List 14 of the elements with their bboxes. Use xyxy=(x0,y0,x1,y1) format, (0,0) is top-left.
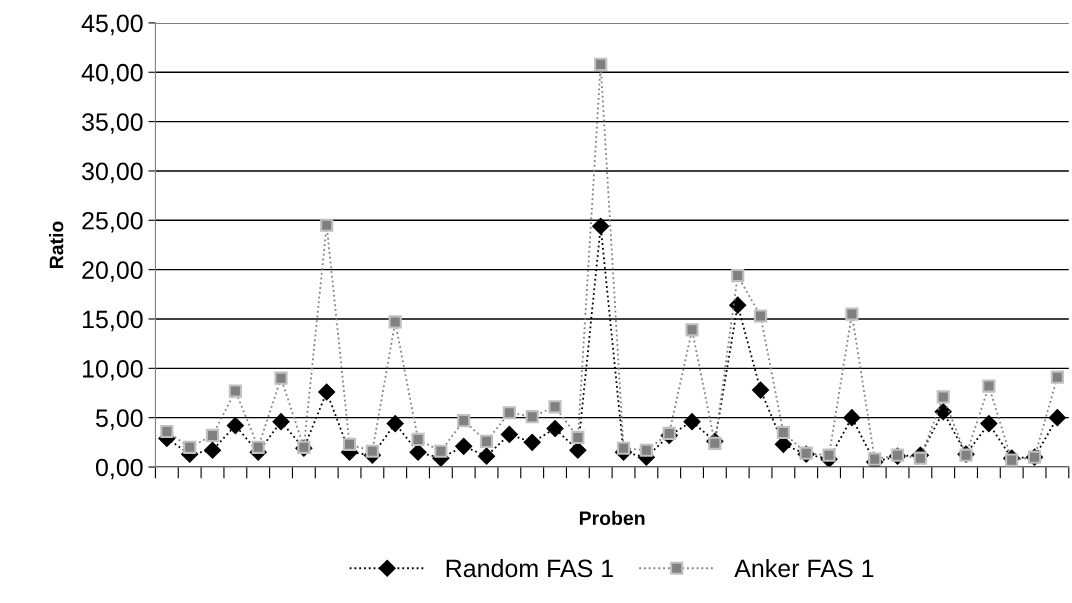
y-tick-label: 15,00 xyxy=(82,310,143,332)
y-tick-label: 5,00 xyxy=(95,409,143,430)
legend-label: Random FAS 1 xyxy=(446,558,613,578)
y-tick-label: 40,00 xyxy=(81,63,143,85)
x-axis-title: Proben xyxy=(579,510,645,526)
y-axis-title: Ratio xyxy=(49,221,64,268)
y-tick-label: 45,00 xyxy=(81,14,143,36)
y-tick-label: 10,00 xyxy=(82,359,143,381)
y-tick-label: 20,00 xyxy=(82,261,143,282)
legend-label: Anker FAS 1 xyxy=(734,558,874,578)
y-tick-label: 30,00 xyxy=(82,162,143,184)
y-tick-label: 35,00 xyxy=(82,113,143,134)
y-tick-label: 0,00 xyxy=(95,458,143,480)
y-tick-label: 25,00 xyxy=(82,211,143,233)
